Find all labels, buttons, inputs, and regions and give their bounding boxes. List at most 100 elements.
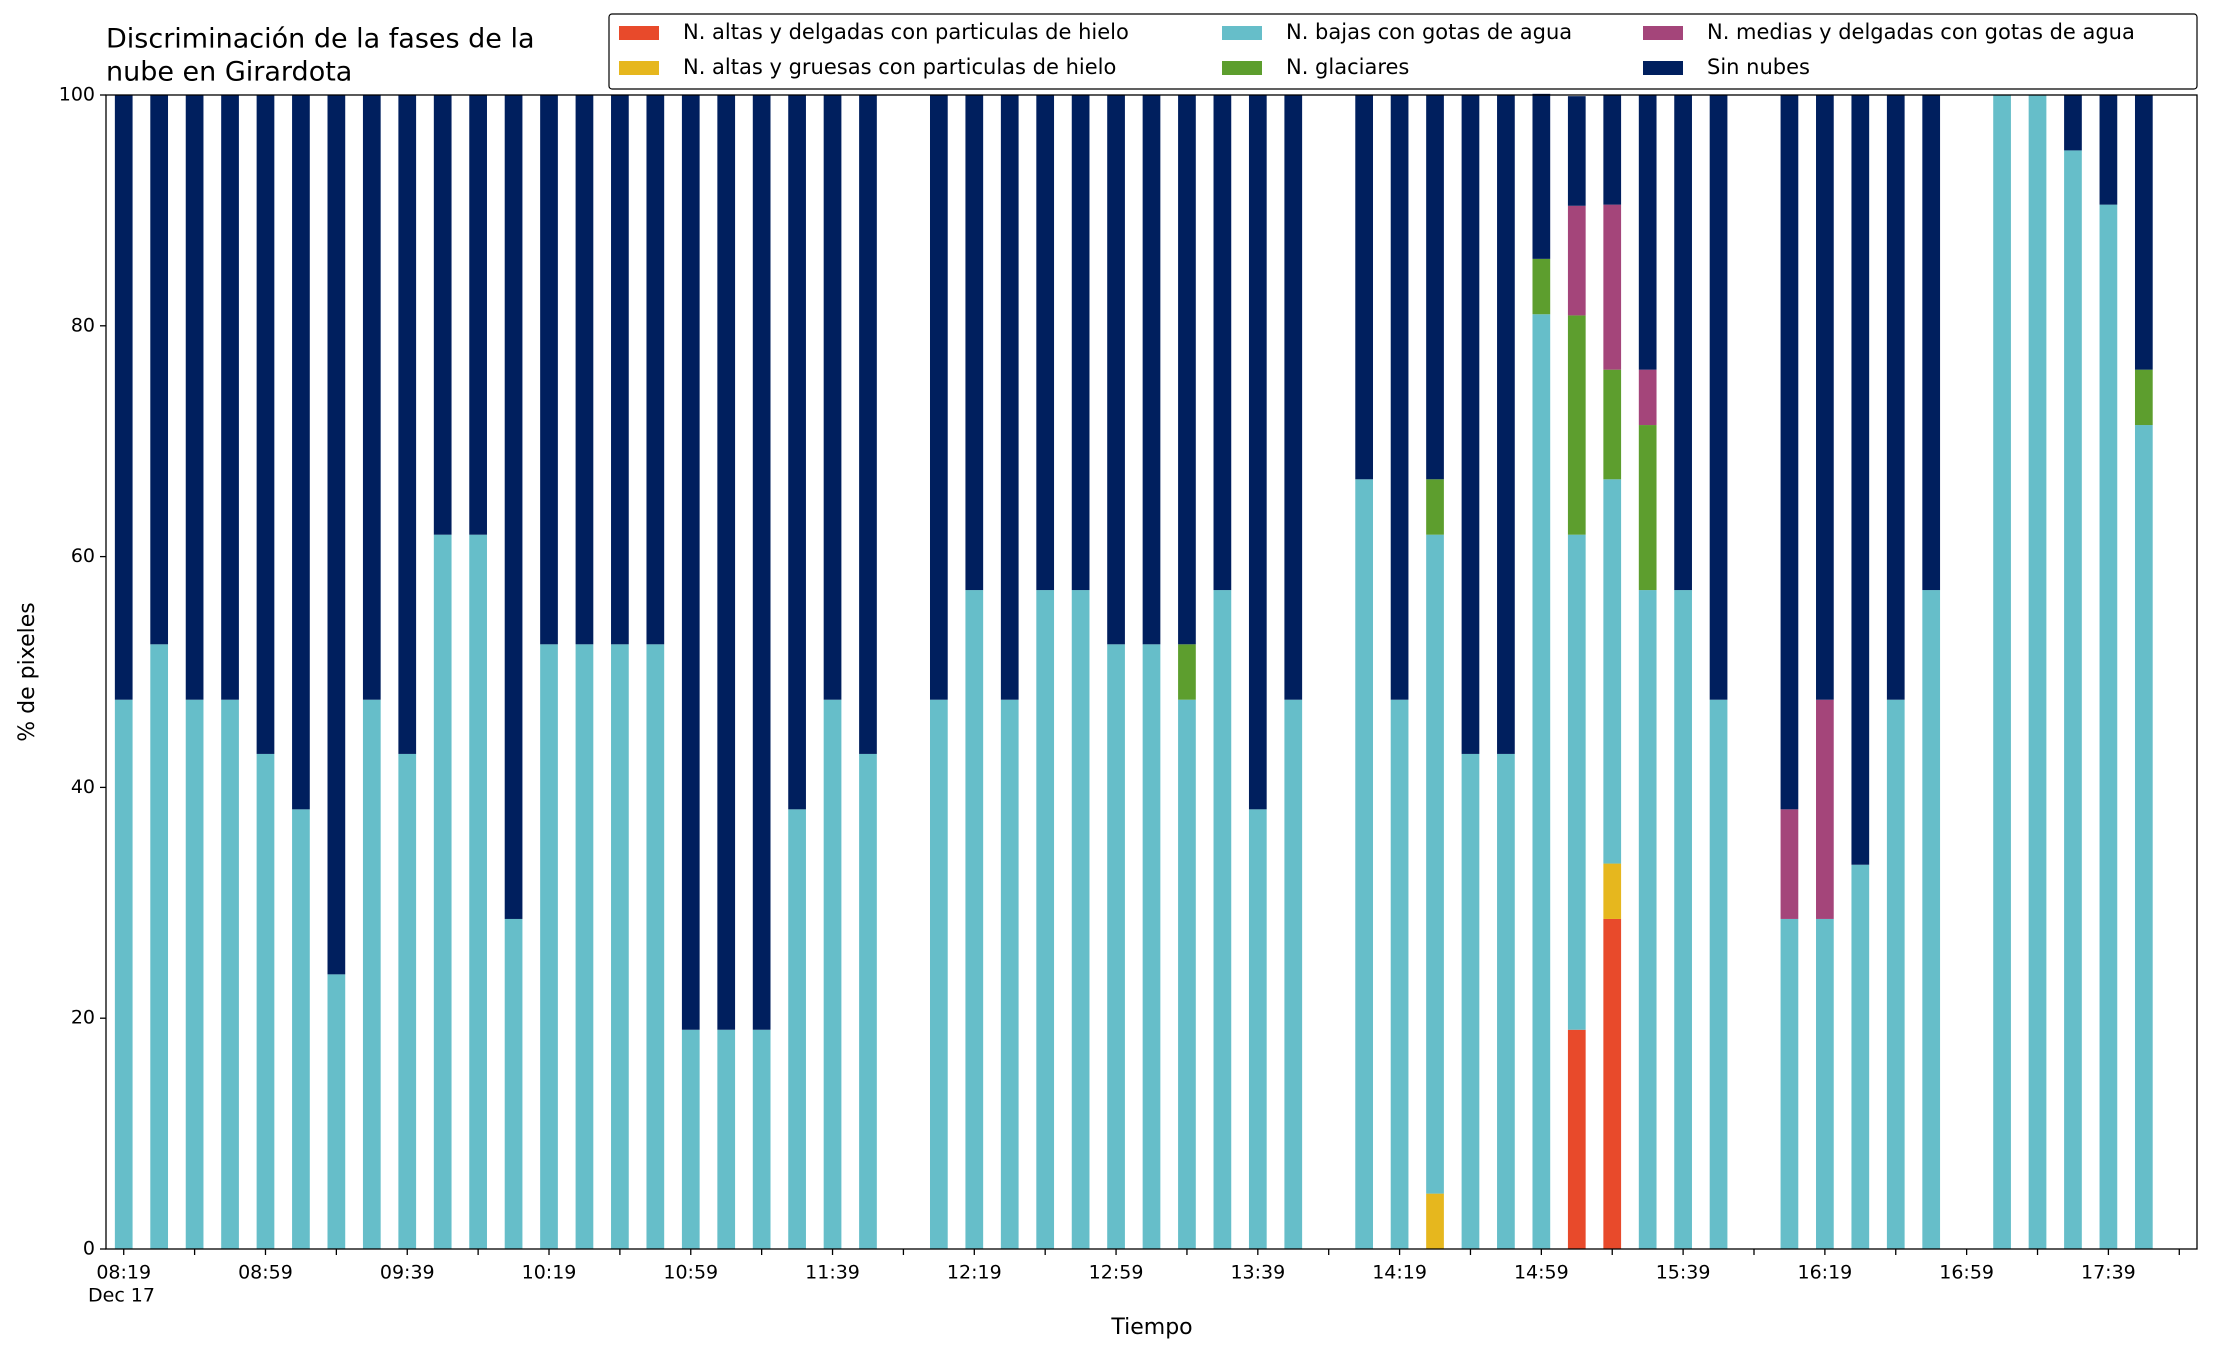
bar-segment: [2134, 425, 2153, 1249]
legend-label: N. bajas con gotas de agua: [1286, 20, 1572, 44]
bar-segment: [1816, 918, 1834, 1249]
bar-segment: [575, 644, 594, 1249]
bar-segment: [1603, 863, 1622, 919]
bar-segment: [504, 95, 523, 919]
bar-segment: [2099, 95, 2118, 205]
legend-swatch: [619, 26, 659, 40]
legend-label: N. altas y gruesas con particulas de hie…: [683, 55, 1116, 79]
bar-segment: [469, 95, 487, 535]
legend-swatch: [1222, 26, 1262, 40]
bar-segment: [1603, 204, 1622, 370]
bar-segment: [1922, 590, 1941, 1249]
bar-segment: [717, 1029, 736, 1249]
bar-segment: [1709, 95, 1728, 700]
bar-segment: [929, 95, 948, 700]
bar-segment: [611, 644, 629, 1249]
bar-segment: [1036, 590, 1055, 1249]
bar-segment: [1426, 479, 1444, 535]
bar-segment: [1851, 864, 1870, 1249]
y-tick-label: 80: [71, 314, 95, 336]
bar-segment: [1248, 95, 1267, 810]
legend-box: [608, 13, 2198, 90]
bar-segment: [1284, 699, 1303, 1249]
x-tick-label: 12:59: [1089, 1262, 1144, 1284]
bar-segment: [1107, 644, 1125, 1249]
x-axis-label: Tiempo: [1110, 1315, 1192, 1340]
y-tick-label: 20: [71, 1007, 95, 1029]
bar-segment: [823, 699, 842, 1249]
y-tick-label: 60: [71, 545, 95, 567]
x-tick-label: 14:19: [1372, 1262, 1427, 1284]
bar-segment: [1426, 534, 1444, 1194]
legend-swatch: [619, 61, 659, 75]
x-tick-label: 09:39: [380, 1262, 435, 1284]
bar-segment: [114, 95, 133, 700]
x-tick-label: 16:59: [1939, 1262, 1994, 1284]
bar-segment: [1426, 95, 1444, 480]
bar-segment: [717, 95, 736, 1030]
bar-segment: [1851, 95, 1870, 865]
bar-segment: [1284, 95, 1303, 700]
bar-segment: [681, 1029, 700, 1249]
bar-segment: [221, 699, 239, 1249]
x-tick-label: 12:19: [947, 1262, 1002, 1284]
x-tick-label: 13:39: [1230, 1262, 1285, 1284]
x-tick-label: 11:39: [805, 1262, 860, 1284]
bar-segment: [1674, 590, 1692, 1249]
plot-frame: [105, 94, 2198, 1250]
bar-segment: [929, 699, 948, 1249]
bar-segment: [1497, 753, 1515, 1249]
bar-segment: [1142, 644, 1161, 1249]
bar-segment: [1461, 753, 1480, 1249]
bar-segment: [788, 809, 806, 1249]
x-date-label: Dec 17: [88, 1285, 155, 1307]
bar-segment: [1178, 95, 1196, 645]
bar-segment: [362, 95, 381, 700]
bar-segment: [540, 95, 558, 645]
bar-segment: [1567, 96, 1586, 206]
bar-segment: [1355, 95, 1374, 480]
x-tick-label: 16:19: [1797, 1262, 1852, 1284]
legend-label: N. glaciares: [1286, 55, 1409, 79]
bar-segment: [292, 95, 310, 810]
bar-segment: [1532, 93, 1551, 259]
bar-segment: [256, 95, 275, 754]
bar-segment: [1213, 95, 1232, 591]
bar-segment: [859, 95, 877, 754]
bar-segment: [1532, 314, 1551, 1249]
bar-segment: [1886, 699, 1905, 1249]
legend-label: N. altas y delgadas con particulas de hi…: [683, 20, 1129, 44]
bar-segment: [1638, 425, 1657, 591]
bar-segment: [1816, 95, 1834, 700]
bar-segment: [681, 95, 700, 1030]
bar-segment: [504, 918, 523, 1249]
bar-segment: [646, 644, 665, 1249]
bar-segment: [114, 699, 133, 1249]
bar-segment: [1390, 699, 1409, 1249]
bar-segment: [1780, 95, 1799, 810]
bar-segment: [398, 95, 417, 754]
bar-segment: [433, 95, 452, 535]
bar-segment: [1638, 590, 1657, 1249]
bar-segment: [1993, 95, 2011, 1249]
bar-segment: [859, 753, 877, 1249]
y-tick-label: 0: [83, 1238, 95, 1260]
bar-segment: [221, 95, 239, 700]
legend-label: Sin nubes: [1707, 55, 1810, 79]
bar-segment: [433, 534, 452, 1249]
bar-segment: [2028, 95, 2047, 1249]
bar-segment: [1248, 809, 1267, 1249]
bar-segment: [150, 644, 169, 1249]
bar-segment: [575, 95, 594, 645]
bar-segment: [1107, 95, 1125, 645]
bar-segment: [752, 95, 771, 1030]
bar-segment: [2134, 369, 2153, 426]
bar-segment: [965, 95, 984, 591]
bar-segment: [752, 1029, 771, 1249]
legend-label: N. medias y delgadas con gotas de agua: [1707, 20, 2135, 44]
bar-segment: [185, 95, 204, 700]
bar-segment: [1497, 95, 1515, 754]
bar-segment: [1603, 918, 1622, 1249]
bar-segment: [1071, 590, 1090, 1249]
bar-segment: [1638, 95, 1657, 370]
